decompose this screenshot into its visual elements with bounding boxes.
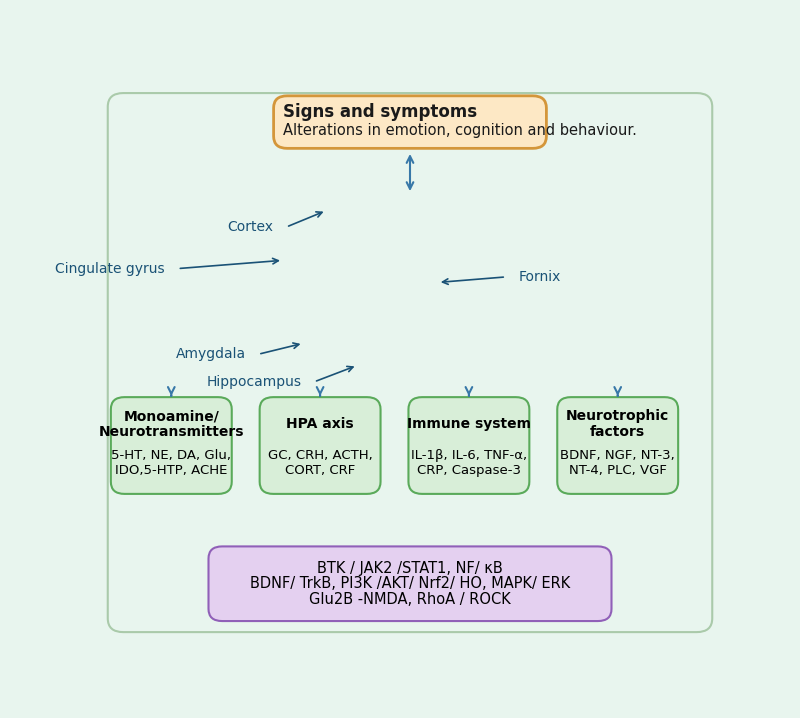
Ellipse shape [369, 243, 385, 258]
FancyBboxPatch shape [409, 397, 530, 494]
Text: Monoamine/
Neurotransmitters: Monoamine/ Neurotransmitters [98, 409, 244, 439]
Text: Fornix: Fornix [518, 270, 561, 284]
Polygon shape [292, 218, 478, 276]
Text: Signs and symptoms: Signs and symptoms [283, 103, 477, 121]
Text: 5-HT, NE, DA, Glu,
IDO,5-HTP, ACHE: 5-HT, NE, DA, Glu, IDO,5-HTP, ACHE [111, 449, 231, 477]
Text: Amygdala: Amygdala [175, 348, 246, 361]
Text: BDNF, NGF, NT-3,
NT-4, PLC, VGF: BDNF, NGF, NT-3, NT-4, PLC, VGF [560, 449, 675, 477]
FancyBboxPatch shape [209, 546, 611, 621]
Text: Neurotrophic
factors: Neurotrophic factors [566, 409, 670, 439]
Polygon shape [386, 368, 417, 401]
Text: Glu2B -NMDA, RhoA / ROCK: Glu2B -NMDA, RhoA / ROCK [309, 592, 511, 607]
Ellipse shape [364, 293, 402, 342]
Polygon shape [318, 243, 449, 289]
Text: Immune system: Immune system [407, 417, 531, 432]
Text: Hippocampus: Hippocampus [206, 375, 302, 389]
FancyBboxPatch shape [260, 397, 381, 494]
FancyBboxPatch shape [274, 95, 546, 149]
Text: Cingulate gyrus: Cingulate gyrus [55, 261, 165, 276]
FancyBboxPatch shape [108, 93, 712, 632]
Text: HPA axis: HPA axis [286, 417, 354, 432]
Text: BTK / JAK2 /STAT1, NF/ κB: BTK / JAK2 /STAT1, NF/ κB [317, 561, 503, 576]
FancyBboxPatch shape [111, 397, 232, 494]
Text: IL-1β, IL-6, TNF-α,
CRP, Caspase-3: IL-1β, IL-6, TNF-α, CRP, Caspase-3 [411, 449, 527, 477]
Text: Alterations in emotion, cognition and behaviour.: Alterations in emotion, cognition and be… [283, 123, 637, 139]
Ellipse shape [301, 287, 330, 327]
Text: Cortex: Cortex [228, 220, 274, 234]
FancyBboxPatch shape [558, 397, 678, 494]
Text: GC, CRH, ACTH,
CORT, CRF: GC, CRH, ACTH, CORT, CRF [268, 449, 373, 477]
PathPatch shape [262, 211, 529, 353]
Text: BDNF/ TrkB, PI3K /AKT/ Nrf2/ HO, MAPK/ ERK: BDNF/ TrkB, PI3K /AKT/ Nrf2/ HO, MAPK/ E… [250, 577, 570, 591]
